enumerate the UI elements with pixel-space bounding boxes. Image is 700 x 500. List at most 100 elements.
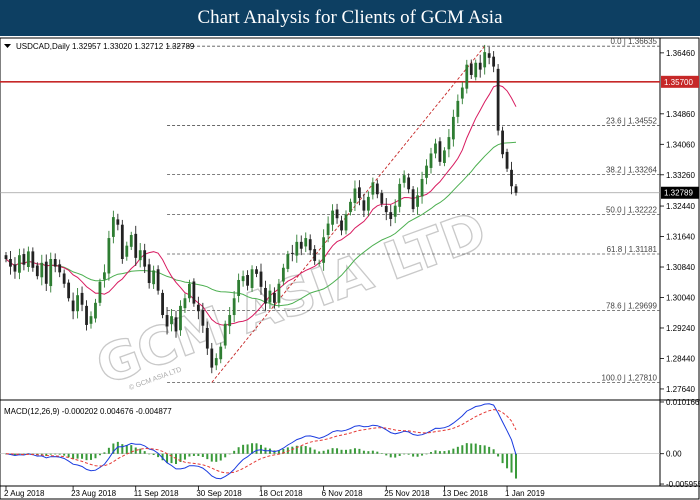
macd-histogram-bar	[197, 453, 200, 457]
macd-histogram-bar	[394, 453, 397, 458]
time-tick-label: 30 Sep 2018	[196, 489, 242, 498]
current-price-tag	[661, 186, 699, 199]
candle	[4, 251, 8, 263]
candle	[255, 266, 258, 278]
macd-tick-label: -0.005955	[666, 480, 700, 489]
macd-histogram-bar	[438, 451, 441, 454]
candle	[152, 265, 156, 289]
candle	[398, 178, 402, 213]
price-tick-label: 1.32440	[666, 202, 695, 211]
candle-body	[273, 292, 276, 303]
macd-histogram-bar	[139, 448, 142, 454]
candle	[9, 251, 12, 275]
candle	[165, 307, 169, 335]
candle	[120, 219, 124, 264]
candle	[143, 243, 147, 274]
candle-body	[281, 267, 285, 282]
candle-body	[134, 233, 138, 258]
candle-body	[71, 300, 75, 312]
candle-body	[474, 62, 478, 78]
candle-body	[85, 305, 88, 325]
macd-histogram-bar	[98, 453, 101, 456]
candle-body	[205, 327, 209, 349]
candle	[313, 245, 317, 265]
candle-body	[268, 290, 272, 303]
candle-body	[107, 238, 111, 274]
candle-body	[4, 255, 8, 260]
candle	[161, 289, 164, 319]
candle-body	[420, 178, 424, 197]
candle	[156, 265, 160, 295]
symbol-info-text: USDCAD,Daily 1.32957 1.33020 1.32712 1.3…	[16, 42, 195, 51]
collapse-arrow-icon[interactable]	[4, 44, 11, 48]
candle-body	[340, 220, 343, 231]
candle	[295, 234, 299, 263]
candle-body	[402, 175, 406, 183]
macd-histogram-bar	[152, 453, 155, 455]
candle	[232, 291, 236, 323]
macd-histogram-bar	[345, 449, 347, 454]
candle-body	[201, 310, 205, 326]
candle-body	[125, 245, 129, 257]
candle	[393, 199, 397, 224]
candle	[501, 126, 504, 159]
candle	[107, 230, 111, 281]
candle	[170, 308, 173, 332]
time-tick-label: 6 Nov 2018	[322, 489, 363, 498]
candle	[366, 191, 370, 217]
time-tick-label: 23 Aug 2018	[71, 489, 116, 498]
candles	[4, 44, 518, 374]
macd-histogram-bar	[327, 449, 330, 454]
candle	[94, 298, 97, 323]
candle-body	[18, 255, 21, 273]
candle	[326, 216, 330, 243]
macd-histogram-bar	[148, 453, 151, 455]
candle	[183, 293, 187, 313]
macd-histogram-bar	[81, 453, 84, 459]
candle-body	[286, 254, 290, 269]
macd-histogram-bar	[58, 453, 61, 455]
candle	[371, 177, 375, 200]
price-tick-label: 1.28440	[666, 354, 695, 363]
candle-body	[308, 239, 312, 251]
candle	[353, 180, 357, 211]
macd-signal-line	[5, 409, 517, 474]
macd-histogram-bar	[49, 453, 52, 455]
candle-body	[434, 143, 437, 154]
candle	[514, 183, 518, 196]
macd-histogram-bar	[331, 448, 334, 454]
candle	[40, 254, 44, 286]
fib-level-label: 38.2 | 1.33264	[606, 166, 658, 175]
resistance-price-label: 1.35700	[664, 78, 693, 87]
candle-body	[514, 186, 518, 193]
candle	[192, 278, 196, 307]
macd-histogram-bar	[94, 453, 97, 459]
candle	[250, 265, 254, 292]
candle	[76, 288, 79, 319]
candle	[58, 259, 62, 278]
price-chart[interactable]: GCM ASIA LTD © GCM ASIA LTD 0.0 | 1.3663…	[0, 36, 700, 500]
macd-main-line	[5, 403, 517, 480]
candle	[67, 279, 71, 302]
macd-histogram-bar	[143, 451, 146, 454]
candle	[496, 64, 500, 136]
candle-body	[496, 68, 500, 131]
candle-body	[196, 304, 200, 312]
macd-histogram-bar	[322, 450, 325, 454]
macd-histogram-bar	[470, 443, 473, 454]
macd-histogram-bar	[233, 450, 236, 454]
macd-histogram-bar	[291, 446, 294, 454]
candle	[420, 171, 424, 204]
candle-body	[465, 64, 469, 89]
macd-histogram-bar	[103, 452, 106, 454]
price-tick-label: 1.33260	[666, 171, 695, 180]
macd-histogram-bar	[192, 453, 195, 456]
macd-histogram-bar	[430, 452, 432, 454]
candle	[456, 94, 460, 124]
candle-body	[103, 272, 106, 280]
macd-histogram-bar	[465, 443, 468, 454]
macd-histogram-bar	[246, 444, 249, 454]
macd-histogram-bar	[13, 453, 16, 456]
candle	[223, 320, 227, 349]
macd-histogram-bar	[116, 441, 119, 454]
